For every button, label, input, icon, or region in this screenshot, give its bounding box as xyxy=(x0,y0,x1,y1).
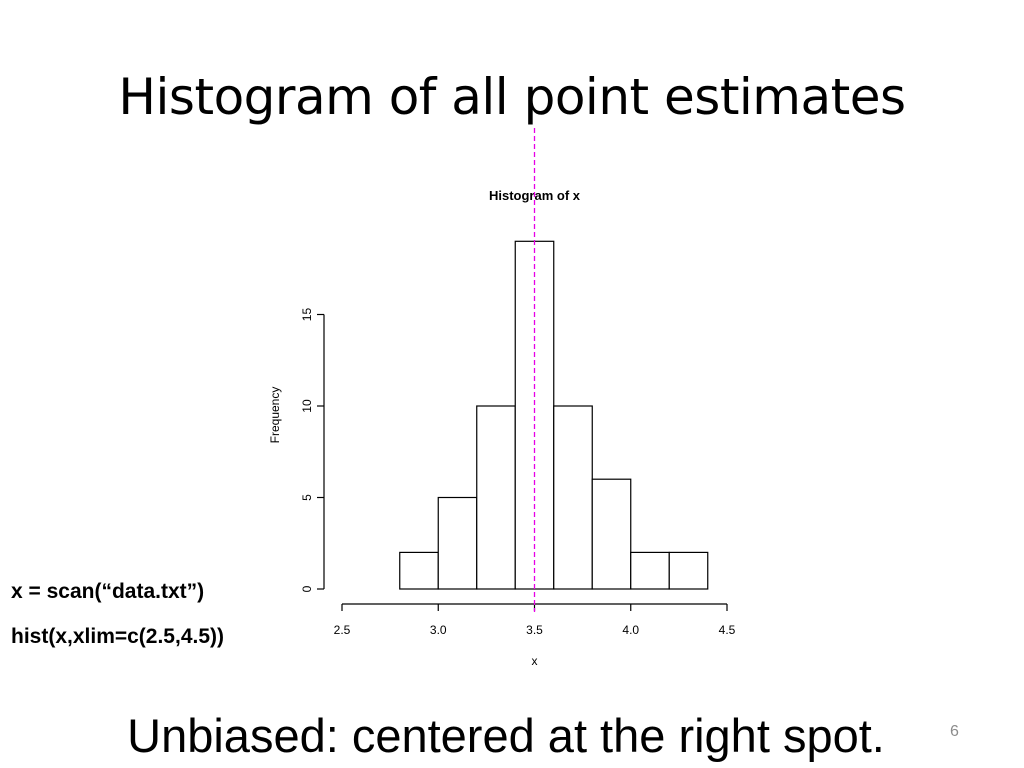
slide-page-number: 6 xyxy=(950,723,959,740)
histogram-bar-7 xyxy=(668,551,709,590)
y-tick-label-3: 15 xyxy=(300,308,314,322)
code-line-scan: x = scan(“data.txt”) xyxy=(11,580,205,603)
histogram-bar-4 xyxy=(553,405,593,590)
y-tick-label-2: 10 xyxy=(300,399,314,413)
slide-caption: Unbiased: centered at the right spot. xyxy=(127,709,885,762)
slide-title: Histogram of all point estimates xyxy=(118,68,906,126)
y-tick-label-1: 5 xyxy=(300,494,314,501)
x-tick-label-1: 3.0 xyxy=(430,623,447,637)
x-axis-label: x xyxy=(532,654,538,668)
x-tick-label-0: 2.5 xyxy=(334,623,351,637)
y-tick-label-0: 0 xyxy=(300,585,314,592)
x-tick-label-2: 3.5 xyxy=(526,623,543,637)
histogram-bar-2 xyxy=(476,405,516,590)
histogram-bar-0 xyxy=(399,551,439,590)
histogram-bar-1 xyxy=(437,496,478,590)
x-tick-label-3: 4.0 xyxy=(622,623,639,637)
histogram-bar-5 xyxy=(591,478,632,590)
y-axis-label: Frequency xyxy=(268,387,282,444)
x-tick-label-4: 4.5 xyxy=(719,623,736,637)
code-line-hist: hist(x,xlim=c(2.5,4.5)) xyxy=(11,625,225,648)
histogram-bar-6 xyxy=(630,551,670,590)
